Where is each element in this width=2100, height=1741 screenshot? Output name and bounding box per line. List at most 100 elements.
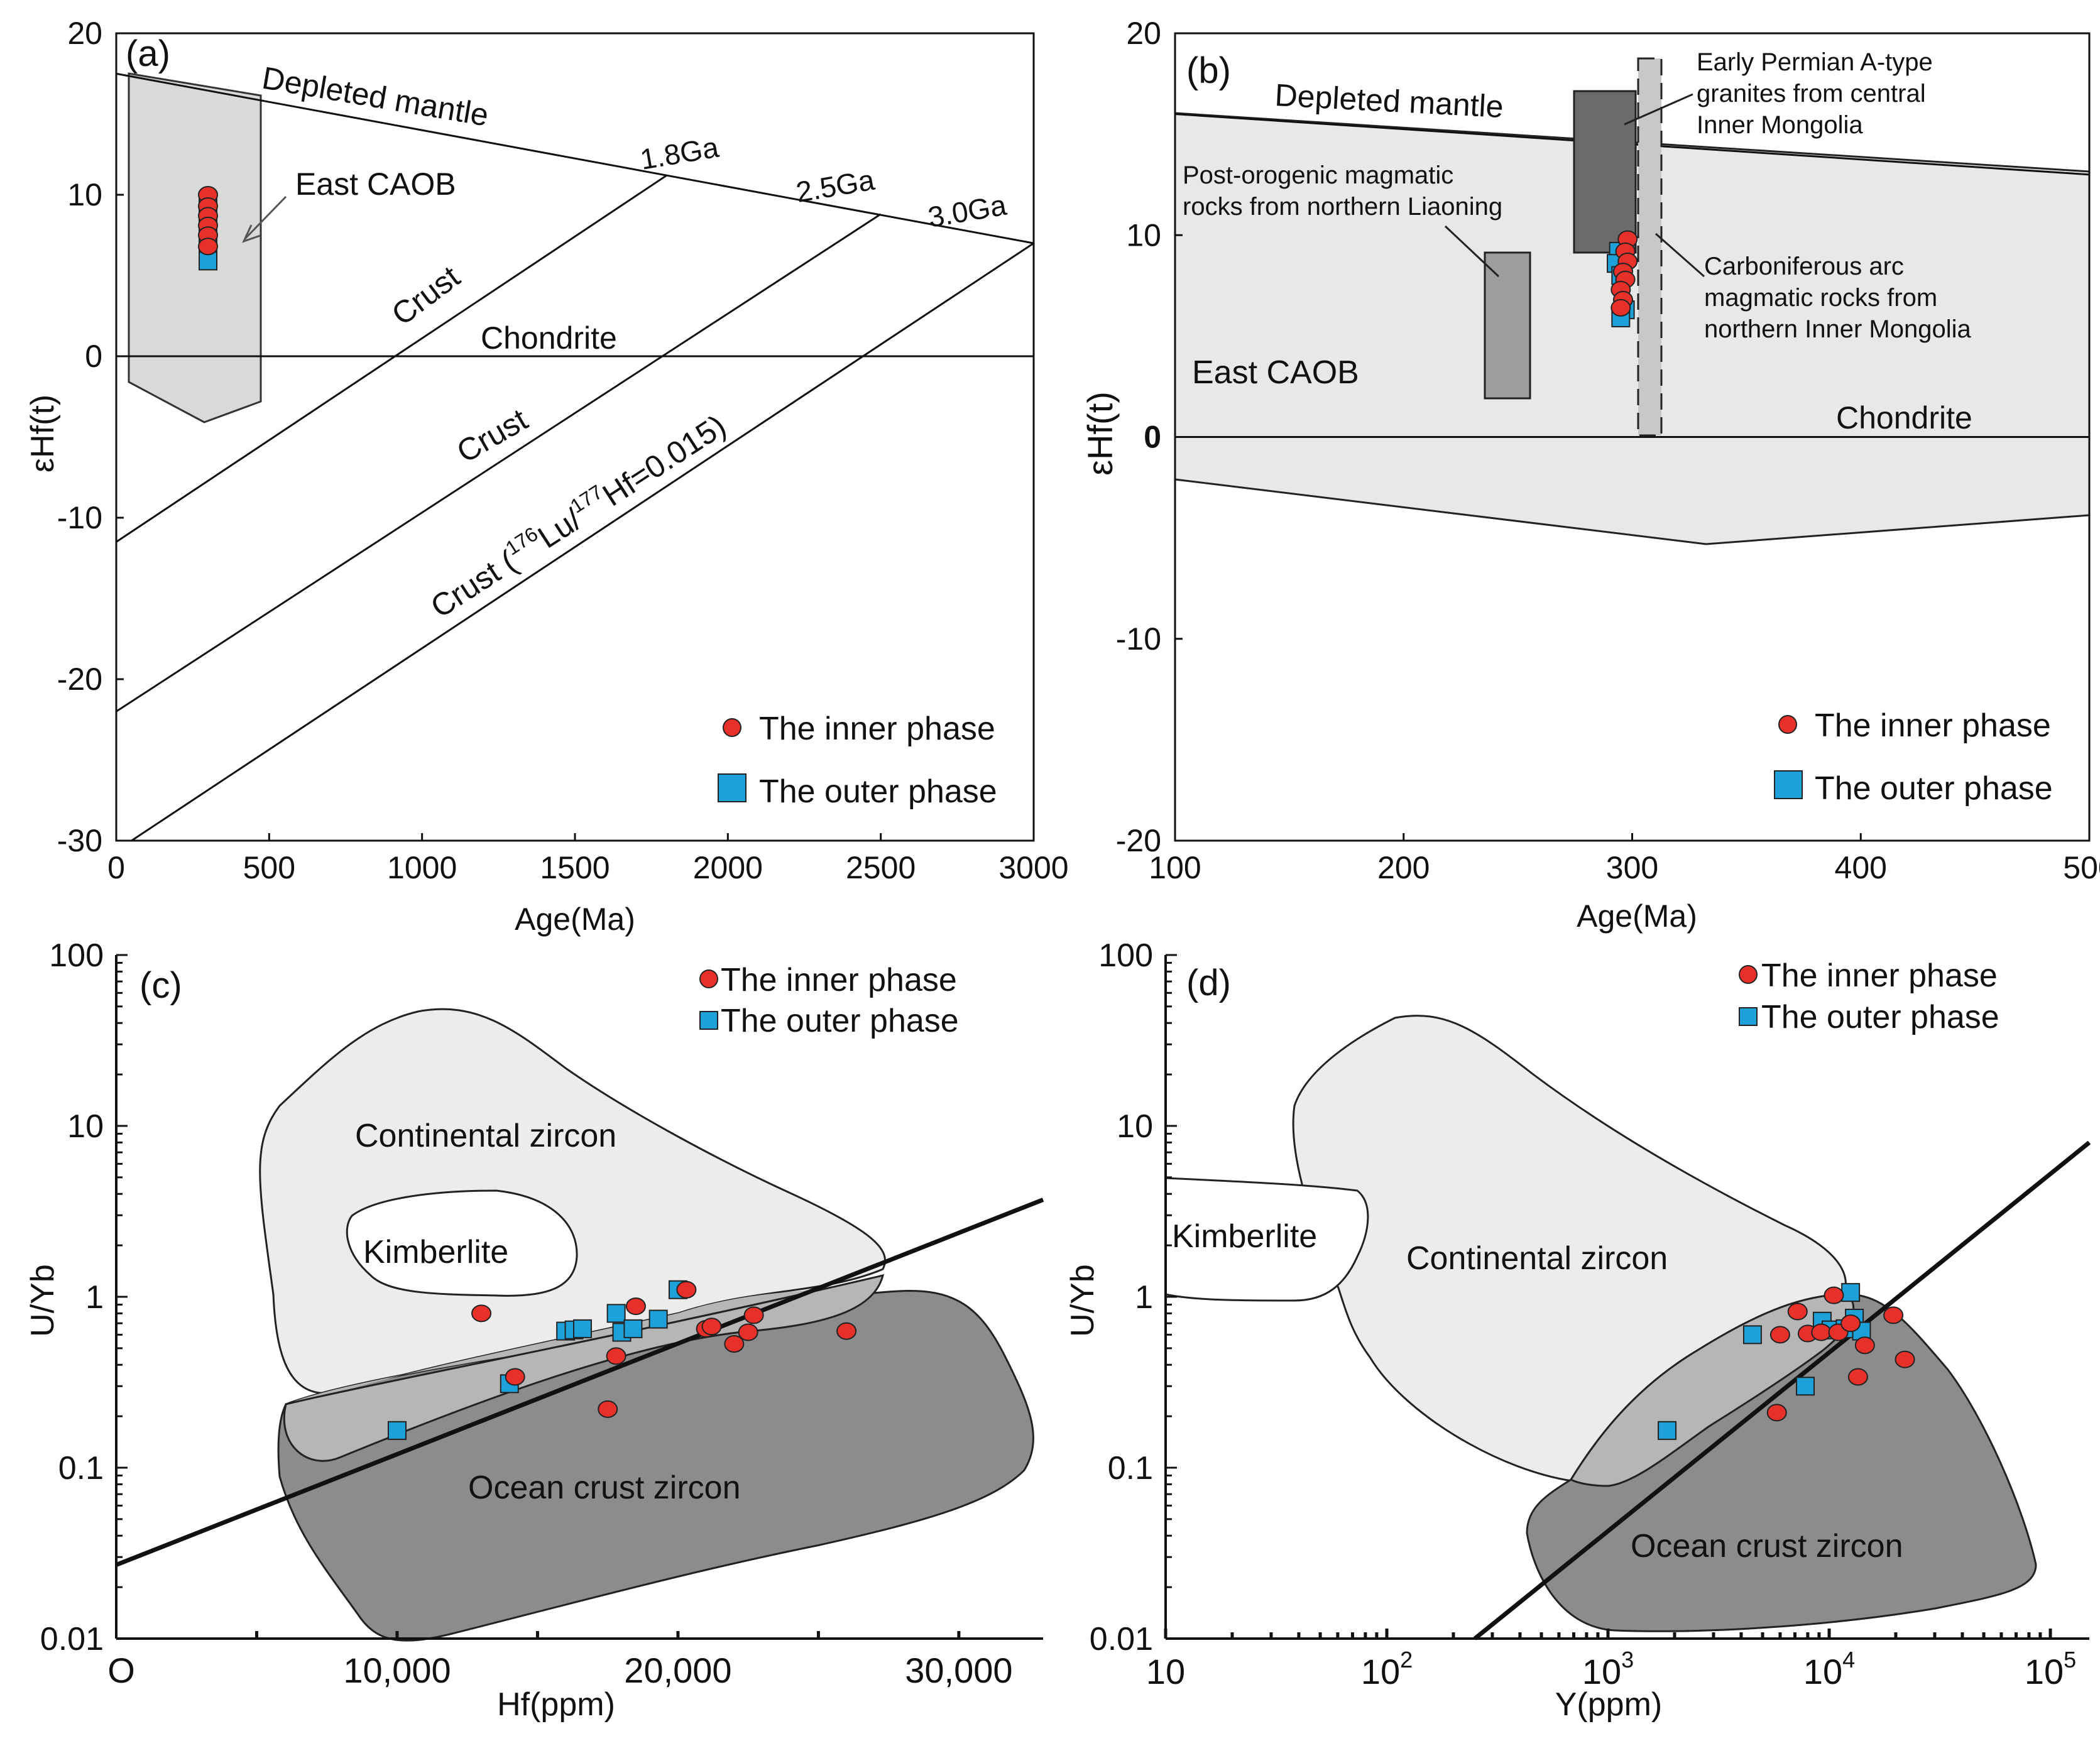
panel-c-reference-lines <box>115 1198 1044 1567</box>
panel-c-y-ticks: 100 10 1 0.1 0.01 <box>40 937 128 1657</box>
outer-phase-point <box>648 1309 668 1329</box>
ocean-crust-zircon-label-d: Ocean crust zircon <box>1631 1528 1903 1564</box>
east-caob-label-a: East CAOB <box>295 166 456 202</box>
east-caob-pointer <box>244 195 287 240</box>
y-tick-label: -20 <box>57 662 102 697</box>
panel-a-points <box>198 186 218 271</box>
carboniferous-label-line-3: northern Inner Mongolia <box>1704 315 1971 343</box>
y-tick-label: 20 <box>67 16 102 51</box>
inner-phase-point <box>598 1400 618 1418</box>
legend-a-inner-label: The inner phase <box>759 711 995 747</box>
east-caob-label-b: East CAOB <box>1192 354 1359 391</box>
y-tick-label: 1 <box>85 1279 104 1316</box>
chondrite-label-b: Chondrite <box>1836 400 1972 435</box>
panel-a: (a) Depleted mantle 1.8Ga 2.5Ga 3.0Ga Ch… <box>25 16 1069 937</box>
y-tick-label: 0 <box>85 339 102 374</box>
x-tick-label: 10,000 <box>343 1651 451 1690</box>
continental-zircon-label-c: Continental zircon <box>355 1118 616 1154</box>
y-tick-label: 10 <box>1117 1108 1153 1145</box>
panel-b-y-ticks: 20 10 0 -10 -20 <box>1116 16 1183 858</box>
x-tick-label: 103 <box>1582 1647 1634 1691</box>
x-tick-label: 0 <box>107 850 125 885</box>
ocean-crust-zircon-label-c: Ocean crust zircon <box>468 1470 741 1506</box>
reference-line-3 <box>116 174 667 543</box>
y-tick-label: 100 <box>1098 937 1153 974</box>
liaoning-label-line-1: Post-orogenic magmatic <box>1183 161 1453 189</box>
panel-a-y-axis-title: εHf(t) <box>25 395 61 472</box>
legend-b-outer-label: The outer phase <box>1815 770 2053 807</box>
panel-d-label: (d) <box>1186 963 1231 1003</box>
panel-d-y-axis-title: U/Yb <box>1064 1264 1101 1337</box>
panel-b: (b) Depleted mantle Chondrite East CAOB … <box>1080 16 2100 934</box>
panel-b-x-axis-title: Age(Ma) <box>1577 898 1697 934</box>
reference-line-1 <box>1473 1140 2091 1640</box>
inner-phase-point <box>1895 1350 1915 1368</box>
x-tick-label: 200 <box>1377 850 1430 885</box>
x-tick-label: 20,000 <box>624 1651 731 1690</box>
liaoning-leader <box>1444 225 1500 278</box>
x-tick-label: 105 <box>2025 1647 2076 1691</box>
inner-phase-point <box>625 1297 646 1316</box>
field-kimberlite-d <box>1164 1177 1369 1302</box>
x-tick-label: 300 <box>1606 850 1658 885</box>
inner-phase-point <box>1847 1368 1868 1386</box>
x-tick-label: 500 <box>2063 850 2100 885</box>
permian-label-line-2: granites from central <box>1697 80 1926 107</box>
outer-phase-point <box>1658 1421 1677 1440</box>
y-tick-label: -10 <box>1116 621 1161 657</box>
panel-b-x-ticks: 100 200 300 400 500 <box>1149 833 2100 885</box>
field-overlap-c <box>286 1282 855 1404</box>
inner-phase-point <box>198 237 218 256</box>
legend-d-inner-label: The inner phase <box>1761 958 1998 994</box>
outer-phase-point <box>606 1304 626 1323</box>
panel-d: (d) Kimberlite Continental zircon Ocean … <box>1064 937 2091 1723</box>
panel-c-y-axis-title: U/Yb <box>25 1264 61 1337</box>
inner-phase-point <box>505 1368 525 1386</box>
inner-phase-point <box>1766 1404 1787 1422</box>
panel-a-x-axis-title: Age(Ma) <box>515 902 635 937</box>
legend-c-inner-label: The inner phase <box>721 962 957 998</box>
inner-phase-point <box>1787 1302 1808 1321</box>
legend-c-outer-marker <box>699 1011 718 1030</box>
legend-a-outer-label: The outer phase <box>759 773 997 810</box>
inner-phase-point <box>1769 1326 1790 1344</box>
liaoning-label-line-2: rocks from northern Liaoning <box>1183 193 1502 221</box>
panel-a-y-ticks: 20 10 0 -10 -20 -30 <box>57 16 124 858</box>
inner-phase-point <box>606 1347 626 1365</box>
inner-phase-point <box>1854 1336 1875 1355</box>
carboniferous-leader <box>1655 232 1705 278</box>
inner-phase-point <box>1840 1314 1861 1333</box>
age-label-1-8ga: 1.8Ga <box>638 131 721 176</box>
inner-phase-point <box>471 1304 492 1323</box>
y-tick-label: -20 <box>1116 823 1161 858</box>
outer-phase-point <box>1841 1283 1861 1302</box>
y-tick-label: -10 <box>57 500 102 535</box>
inner-phase-point <box>1811 1323 1832 1341</box>
x-tick-label: 400 <box>1835 850 1887 885</box>
panel-d-x-axis-title: Y(ppm) <box>1555 1686 1662 1723</box>
carboniferous-label-line-2: magmatic rocks from <box>1704 284 1937 312</box>
y-tick-label: -30 <box>57 823 102 858</box>
permian-leader <box>1624 93 1693 126</box>
crust-label-2: Crust <box>451 401 534 469</box>
outer-phase-point <box>623 1319 643 1338</box>
age-label-2-5ga: 2.5Ga <box>794 163 877 209</box>
reference-line-5 <box>131 242 1034 842</box>
panel-d-points <box>1658 1283 1915 1440</box>
reference-line-4 <box>116 213 882 712</box>
x-tick-label: 104 <box>1803 1647 1855 1691</box>
panel-b-points <box>1607 230 1638 327</box>
panel-c-label: (c) <box>139 965 182 1006</box>
outer-phase-point <box>572 1319 592 1338</box>
panel-c-x-ticks: O 10,000 20,000 30,000 <box>107 1631 1013 1690</box>
panel-d-reference-lines <box>1473 1140 2091 1640</box>
x-tick-label: 30,000 <box>905 1651 1012 1690</box>
age-label-3-0ga: 3.0Ga <box>926 188 1009 234</box>
y-tick-label: 100 <box>49 937 104 974</box>
outer-phase-point <box>387 1421 407 1440</box>
field-early-permian-granites <box>1573 90 1637 254</box>
y-tick-label: 10 <box>67 1108 104 1145</box>
x-tick-label: 100 <box>1149 850 1201 885</box>
inner-phase-point <box>1611 298 1631 317</box>
field-carboniferous-arc <box>1637 57 1663 437</box>
